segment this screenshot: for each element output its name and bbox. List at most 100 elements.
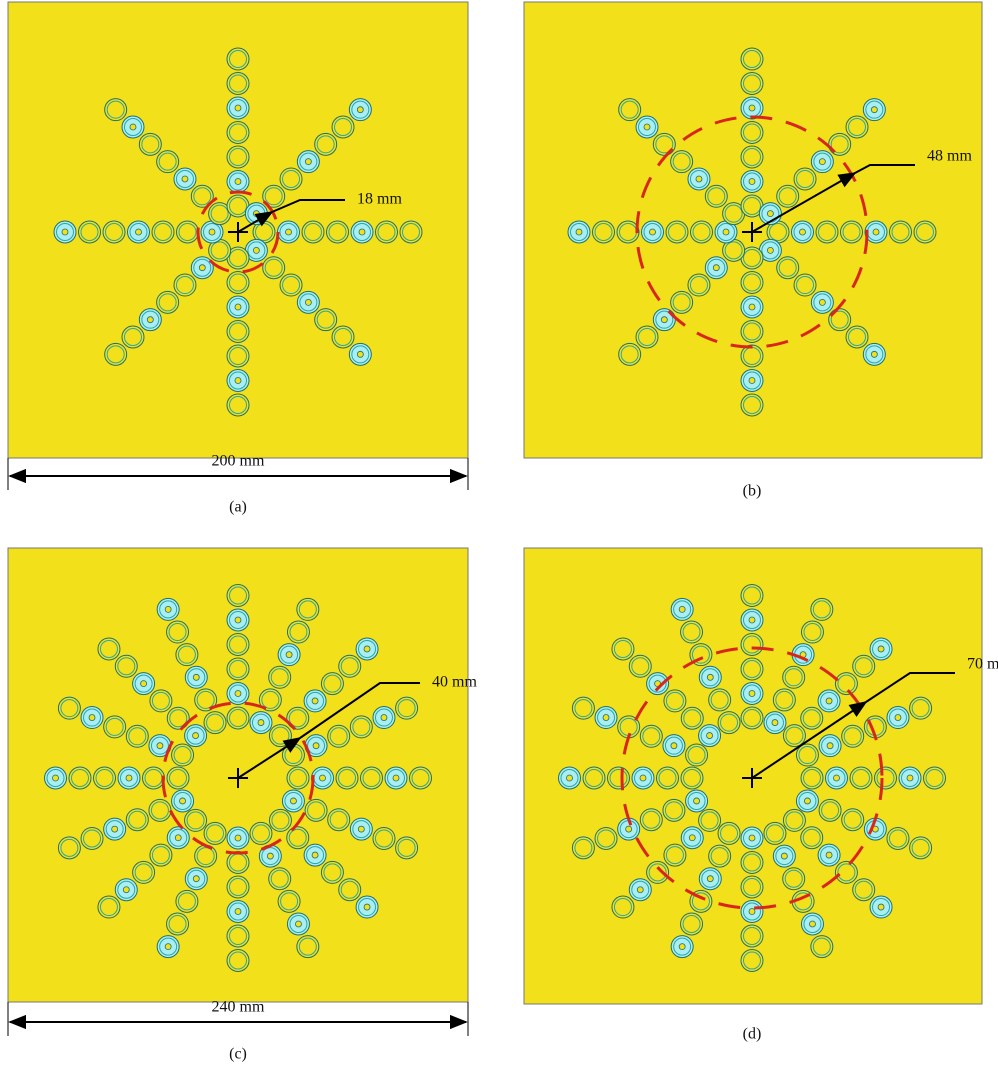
ring-inner — [912, 700, 929, 717]
ring-dot — [199, 265, 205, 271]
ring-dot — [393, 775, 399, 781]
ring-inner — [643, 728, 660, 745]
ring-inner — [819, 224, 836, 241]
ring-inner — [96, 770, 113, 787]
ring-inner — [855, 881, 872, 898]
ring-inner — [72, 770, 89, 787]
ring-dot — [826, 698, 832, 704]
ring-dot — [767, 211, 773, 217]
ring-inner — [659, 770, 676, 787]
ring-dot — [136, 229, 142, 235]
ring-dot — [873, 229, 879, 235]
ring-inner — [610, 770, 627, 787]
ring-inner — [230, 250, 247, 267]
ring-dot — [827, 743, 833, 749]
ring-inner — [330, 811, 347, 828]
ring-inner — [412, 770, 429, 787]
ring-inner — [744, 710, 761, 727]
ring-inner — [285, 747, 302, 764]
ring-inner — [230, 198, 247, 215]
ring-dot — [749, 835, 755, 841]
ring-inner — [665, 802, 682, 819]
ring-dot — [707, 674, 713, 680]
ring-inner — [877, 770, 894, 787]
ring-inner — [230, 636, 247, 653]
ring-inner — [145, 770, 162, 787]
width-label: 200 mm — [212, 453, 265, 470]
ring-dot — [804, 798, 810, 804]
ring-dot — [286, 229, 292, 235]
ring-dot — [819, 299, 825, 305]
ring-inner — [265, 188, 282, 205]
ring-inner — [711, 848, 728, 865]
ring-dot — [180, 798, 186, 804]
ring-inner — [106, 718, 123, 735]
ring-dot — [749, 304, 755, 310]
ring-inner — [744, 952, 761, 969]
radius-label: 70 mm — [967, 656, 998, 673]
ring-inner — [744, 124, 761, 141]
ring-inner — [230, 348, 247, 365]
ring-inner — [81, 224, 98, 241]
ring-inner — [107, 101, 124, 118]
ring-dot — [749, 179, 755, 185]
ring-dot — [258, 720, 264, 726]
ring-inner — [341, 881, 358, 898]
ring-dot — [358, 826, 364, 832]
ring-dot — [130, 124, 136, 130]
ring-inner — [107, 346, 124, 363]
ring-dot — [295, 921, 301, 927]
ring-inner — [142, 136, 159, 153]
ring-inner — [106, 224, 123, 241]
ring-inner — [725, 242, 742, 259]
ring-inner — [797, 170, 814, 187]
ring-inner — [843, 224, 860, 241]
panel: 70 mm(d) — [524, 548, 998, 1043]
ring-dot — [679, 944, 685, 950]
ring-inner — [178, 893, 195, 910]
ring-dot — [679, 606, 685, 612]
ring-dot — [290, 798, 296, 804]
ring-dot — [112, 826, 118, 832]
ring-inner — [683, 915, 700, 932]
ring-inner — [621, 101, 638, 118]
ring-dot — [637, 887, 643, 893]
ring-inner — [324, 675, 341, 692]
ring-dot — [723, 229, 729, 235]
ring-dot — [689, 835, 695, 841]
ring-inner — [129, 728, 146, 745]
ring-inner — [926, 770, 943, 787]
ring-inner — [403, 224, 420, 241]
ring-inner — [151, 802, 168, 819]
ring-dot — [878, 646, 884, 652]
ring-dot — [713, 265, 719, 271]
ring-dot — [671, 743, 677, 749]
ring-dot — [800, 229, 806, 235]
ring-inner — [643, 811, 660, 828]
ring-inner — [844, 811, 861, 828]
ring-inner — [375, 830, 392, 847]
ring-inner — [666, 847, 683, 864]
ring-dot — [62, 229, 68, 235]
ring-dot — [209, 229, 215, 235]
ring-inner — [398, 700, 415, 717]
ring-inner — [169, 624, 186, 641]
caption: (a) — [229, 499, 247, 516]
ring-dot — [235, 105, 241, 111]
ring-inner — [688, 747, 705, 764]
ring-dot — [661, 317, 667, 323]
ring-dot — [312, 698, 318, 704]
ring-dot — [141, 681, 147, 687]
ring-inner — [305, 224, 322, 241]
ring-dot — [749, 909, 755, 915]
ring-inner — [159, 153, 176, 170]
ring-inner — [155, 224, 172, 241]
ring-dot — [235, 304, 241, 310]
ring-dot — [126, 775, 132, 781]
ring-inner — [744, 149, 761, 166]
ring-dot — [305, 299, 311, 305]
ring-inner — [917, 224, 934, 241]
ring-dot — [749, 105, 755, 111]
ring-inner — [725, 205, 742, 222]
ring-inner — [330, 728, 347, 745]
